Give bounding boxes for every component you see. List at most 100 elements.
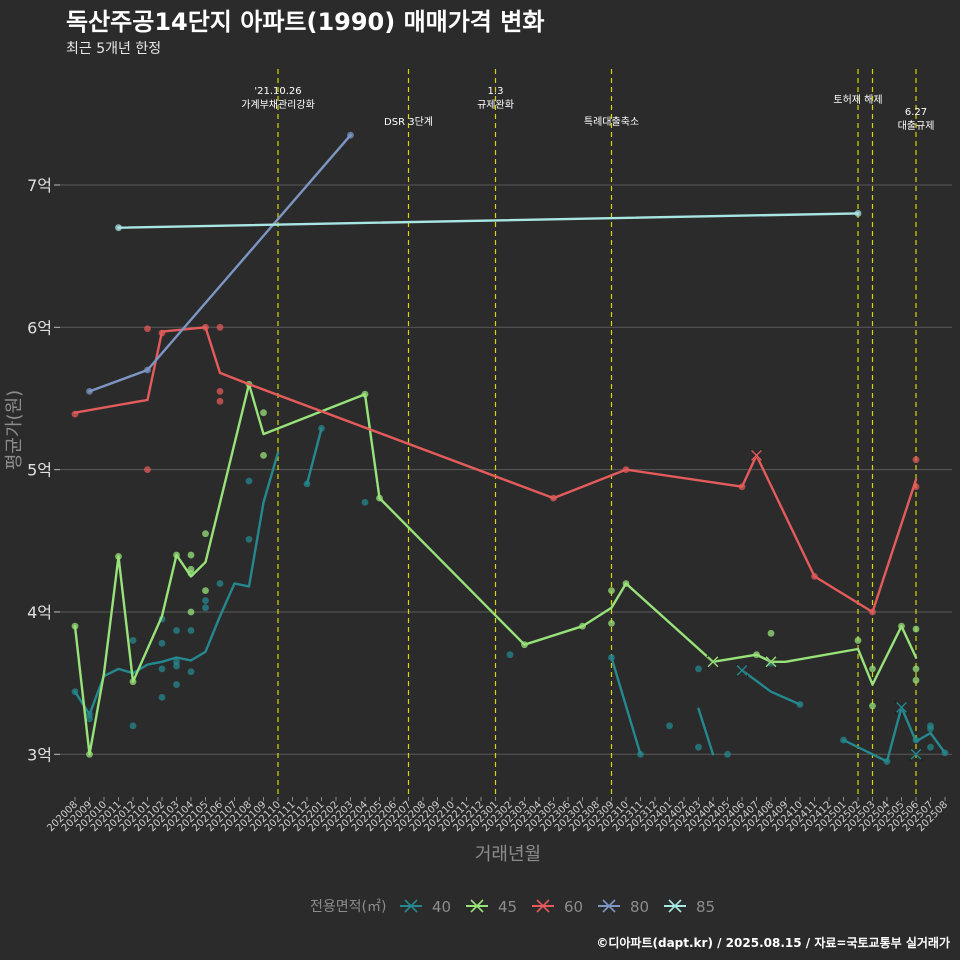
series-40-point [608, 654, 615, 661]
cross-stroke [765, 656, 777, 668]
series-60-point [550, 494, 557, 502]
event-label: '21.10.26 [254, 86, 301, 97]
event-label: 6.27 [905, 107, 927, 118]
cross-stroke [751, 449, 762, 461]
legend-label: 60 [564, 898, 583, 916]
series-40-point [202, 604, 209, 612]
series-45-point [898, 622, 905, 630]
series-60-point [216, 387, 224, 395]
cross-stroke [910, 748, 922, 760]
series-40-point [361, 498, 369, 506]
source-caption: ©디아파트(dapt.kr) / 2025.08.15 / 자료=국토교통부 실… [596, 936, 950, 950]
grid-layer [60, 184, 952, 755]
legend-title: 전용면적(㎡) [310, 899, 386, 915]
series-45-point [767, 629, 775, 637]
series-60-point [912, 483, 920, 491]
event-label: DSR 3단계 [384, 116, 433, 128]
legend-label: 40 [432, 898, 451, 916]
series-40-point [666, 722, 673, 730]
series-40-point [173, 627, 180, 634]
cross-stroke [896, 701, 907, 713]
series-40-point [71, 688, 79, 696]
series-60-point [811, 572, 818, 580]
y-tick-label: 4억 [27, 603, 52, 622]
legend-item-60: 60 [532, 898, 583, 916]
series-40-point [187, 627, 195, 634]
event-label: 대출규제 [898, 120, 935, 132]
series-45-point [854, 637, 862, 644]
series-60-point [144, 466, 151, 474]
series-40-point [187, 668, 195, 676]
series-45-point [521, 641, 528, 649]
series-45-point [912, 625, 920, 633]
series-40-point [840, 736, 847, 744]
series-40-line [740, 669, 802, 706]
legend-item-85: 85 [664, 898, 715, 916]
series-85-line [117, 212, 860, 229]
series-85-point [115, 224, 122, 232]
series-85-point [854, 210, 862, 217]
event-label: 규제완화 [477, 99, 514, 111]
series-60-point [71, 410, 79, 418]
series-45-cross-marker [764, 655, 778, 669]
series-60-point [869, 608, 876, 616]
series-45-point [869, 702, 876, 710]
series-40-point [883, 758, 891, 765]
legend-key-cross [536, 899, 550, 913]
series-40-line [73, 451, 280, 716]
series-40-point [927, 725, 934, 733]
legend-item-40: 40 [400, 898, 451, 916]
series-40-point [86, 715, 93, 723]
series-80-point [144, 366, 151, 374]
legend-label: 45 [498, 898, 517, 916]
series-80-point [86, 387, 93, 395]
legend-label: 80 [630, 898, 649, 916]
series-40-point [158, 693, 166, 701]
series-45-point [622, 580, 630, 587]
series-40-point [129, 637, 137, 644]
series-60-point [738, 483, 746, 491]
series-45-point [608, 587, 615, 595]
series-40-point [245, 477, 253, 485]
series-40-point [158, 665, 166, 673]
y-tick-label: 6억 [27, 318, 52, 337]
y-tick-label: 7억 [27, 176, 52, 195]
series-40-line [305, 427, 323, 486]
legend-key-cross [404, 899, 418, 913]
legend-key-cross [602, 899, 616, 913]
legend-item-80: 80 [598, 898, 649, 916]
event-label: 토허제 해제 [833, 93, 882, 106]
series-45-point [912, 665, 920, 673]
series-45-point [187, 551, 195, 559]
legend-key-cross [470, 899, 484, 913]
event-label: 가계부채관리강화 [241, 99, 315, 111]
chart-title: 독산주공14단지 아파트(1990) 매매가격 변화 [66, 8, 545, 36]
series-40-point [303, 480, 311, 488]
series-40-point [927, 743, 934, 751]
y-axis-label: 평균가(원) [4, 390, 25, 470]
series-40-line [697, 707, 715, 756]
series-45-point [260, 452, 267, 459]
series-40-cross-marker [894, 700, 909, 714]
chart-subtitle: 최근 5개년 한정 [66, 41, 162, 57]
series-45-point [608, 619, 615, 627]
series-45-point [173, 551, 180, 559]
series-40-point [318, 424, 325, 432]
legend-item-45: 45 [466, 898, 517, 916]
series-40-point [637, 750, 644, 758]
series-80-point [347, 131, 354, 139]
cross-stroke [707, 656, 719, 668]
series-45-point [187, 570, 195, 577]
series-45-point [912, 676, 920, 684]
legend: 전용면적(㎡) 40 45 60 80 85 [310, 898, 715, 916]
x-axis-label: 거래년월 [475, 844, 541, 865]
series-40-point [216, 580, 224, 587]
series-45-point [202, 587, 209, 595]
series-40-point [158, 639, 166, 647]
series-40-point [941, 749, 949, 757]
series-45-point [579, 622, 586, 630]
series-60-point [158, 329, 166, 337]
series-60-point [144, 325, 151, 333]
